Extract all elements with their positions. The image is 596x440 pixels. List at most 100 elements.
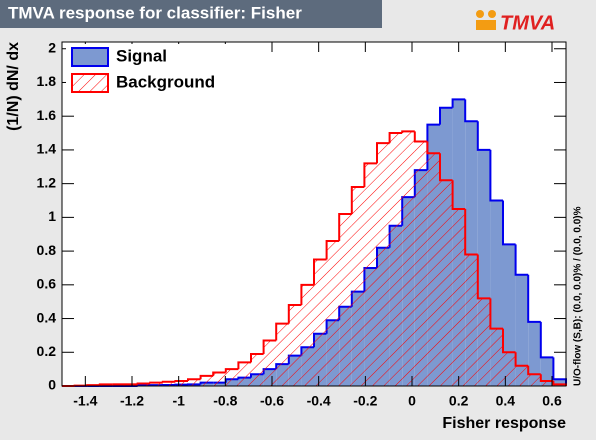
x-tick-label: 0.4 xyxy=(496,393,516,409)
histogram-bar xyxy=(377,143,390,386)
x-axis-label: Fisher response xyxy=(442,415,566,432)
chart-title: TMVA response for classifier: Fisher xyxy=(8,3,302,22)
histogram-bar xyxy=(213,372,226,386)
histogram-bar xyxy=(477,298,491,386)
histogram-bar xyxy=(263,340,277,386)
y-tick-label: 1 xyxy=(48,208,56,224)
histogram-bar xyxy=(515,365,529,386)
histogram-outline xyxy=(489,149,503,202)
x-tick-label: 0 xyxy=(408,393,416,409)
histogram-bar xyxy=(553,379,566,386)
histogram-outline xyxy=(275,322,289,341)
histogram-outline xyxy=(502,200,516,246)
histogram-bar xyxy=(452,208,466,386)
histogram-outline xyxy=(174,379,188,382)
histogram-outline xyxy=(489,298,503,330)
histogram-outline xyxy=(363,162,377,188)
histogram-outline xyxy=(300,283,314,306)
x-tick-label: 0.6 xyxy=(542,393,562,409)
histogram-bar xyxy=(314,259,327,386)
histogram-outline xyxy=(413,131,428,143)
logo-dot xyxy=(488,10,496,18)
histogram-bar xyxy=(225,369,239,386)
y-tick-label: 1.4 xyxy=(37,141,57,157)
histogram-outline xyxy=(464,99,478,123)
histogram-outline xyxy=(439,153,453,182)
histogram-bar xyxy=(351,187,365,386)
histogram-outline xyxy=(527,365,541,376)
x-tick-label: 0.2 xyxy=(449,393,469,409)
histogram-bar xyxy=(528,321,541,386)
histogram-bar xyxy=(162,381,176,386)
y-tick-label: 1.2 xyxy=(37,174,57,190)
legend-swatch xyxy=(71,47,109,67)
histogram-bar xyxy=(528,374,541,386)
logo: TMVA xyxy=(476,10,555,34)
x-tick-label: -1.4 xyxy=(73,393,97,409)
title-box xyxy=(0,0,382,28)
histogram-outline xyxy=(313,258,327,285)
histogram-outline xyxy=(199,374,214,380)
histogram-outline xyxy=(325,239,340,260)
histogram-bar xyxy=(389,133,403,386)
plot-frame xyxy=(61,41,567,387)
histogram-bar xyxy=(364,163,377,386)
histogram-outline xyxy=(224,368,239,373)
logo-dot xyxy=(476,10,484,18)
histogram-outline xyxy=(502,328,516,354)
histogram-outline xyxy=(401,130,415,134)
marks xyxy=(62,98,567,387)
histogram-outline xyxy=(187,378,201,381)
histogram-bar xyxy=(188,379,201,386)
histogram-bar xyxy=(200,375,214,386)
legend-label: Background xyxy=(116,72,215,91)
x-tick-label: -0.2 xyxy=(353,393,377,409)
histogram-outline xyxy=(212,371,226,376)
x-tick-label: -0.6 xyxy=(260,393,284,409)
histogram-outline xyxy=(136,382,151,385)
histogram-bar xyxy=(440,180,453,386)
histogram-outline xyxy=(161,380,176,383)
y-tick-label: 0.6 xyxy=(37,276,57,292)
legend-swatch xyxy=(71,73,109,93)
histogram-outline xyxy=(350,186,365,214)
histogram-outline xyxy=(376,142,390,164)
histogram-outline xyxy=(439,106,453,125)
histogram-bar xyxy=(238,362,251,386)
histogram-outline xyxy=(338,213,352,241)
histogram-outline xyxy=(539,321,554,359)
y-tick-label: 0.4 xyxy=(37,309,57,325)
histogram-bar xyxy=(326,240,340,386)
histogram-bar xyxy=(503,352,516,386)
histogram-outline xyxy=(98,383,113,386)
histogram-outline xyxy=(250,352,264,363)
y-tick-label: 1.8 xyxy=(37,73,57,89)
histogram-outline xyxy=(451,180,466,210)
histogram-bar xyxy=(288,305,302,386)
histogram-bar xyxy=(402,131,415,386)
histogram-outline xyxy=(514,244,529,276)
histogram-bar xyxy=(414,141,428,386)
histogram-bar xyxy=(301,284,314,386)
histogram-outline xyxy=(539,374,554,382)
y-tick-label: 0 xyxy=(48,377,56,393)
histogram-outline xyxy=(287,304,302,324)
histogram-outline xyxy=(514,352,529,367)
histogram-bar xyxy=(515,274,529,386)
x-tick-label: -0.8 xyxy=(213,393,237,409)
x-tick-label: -1 xyxy=(172,393,185,409)
y-axis-label: (1/N) dN/ dx xyxy=(5,42,22,131)
histogram-bar xyxy=(427,153,440,386)
histogram-outline xyxy=(527,274,541,323)
histogram-bar xyxy=(490,328,503,386)
y-tick-label: 0.8 xyxy=(37,242,57,258)
histogram-bar xyxy=(251,353,264,386)
histogram-outline xyxy=(464,208,478,256)
histogram-outline xyxy=(237,361,251,370)
histogram-bar xyxy=(503,244,516,386)
histogram-bar xyxy=(137,383,151,386)
legend-label: Signal xyxy=(116,46,167,65)
histogram-outline xyxy=(476,254,491,300)
x-tick-label: -0.4 xyxy=(307,393,331,409)
